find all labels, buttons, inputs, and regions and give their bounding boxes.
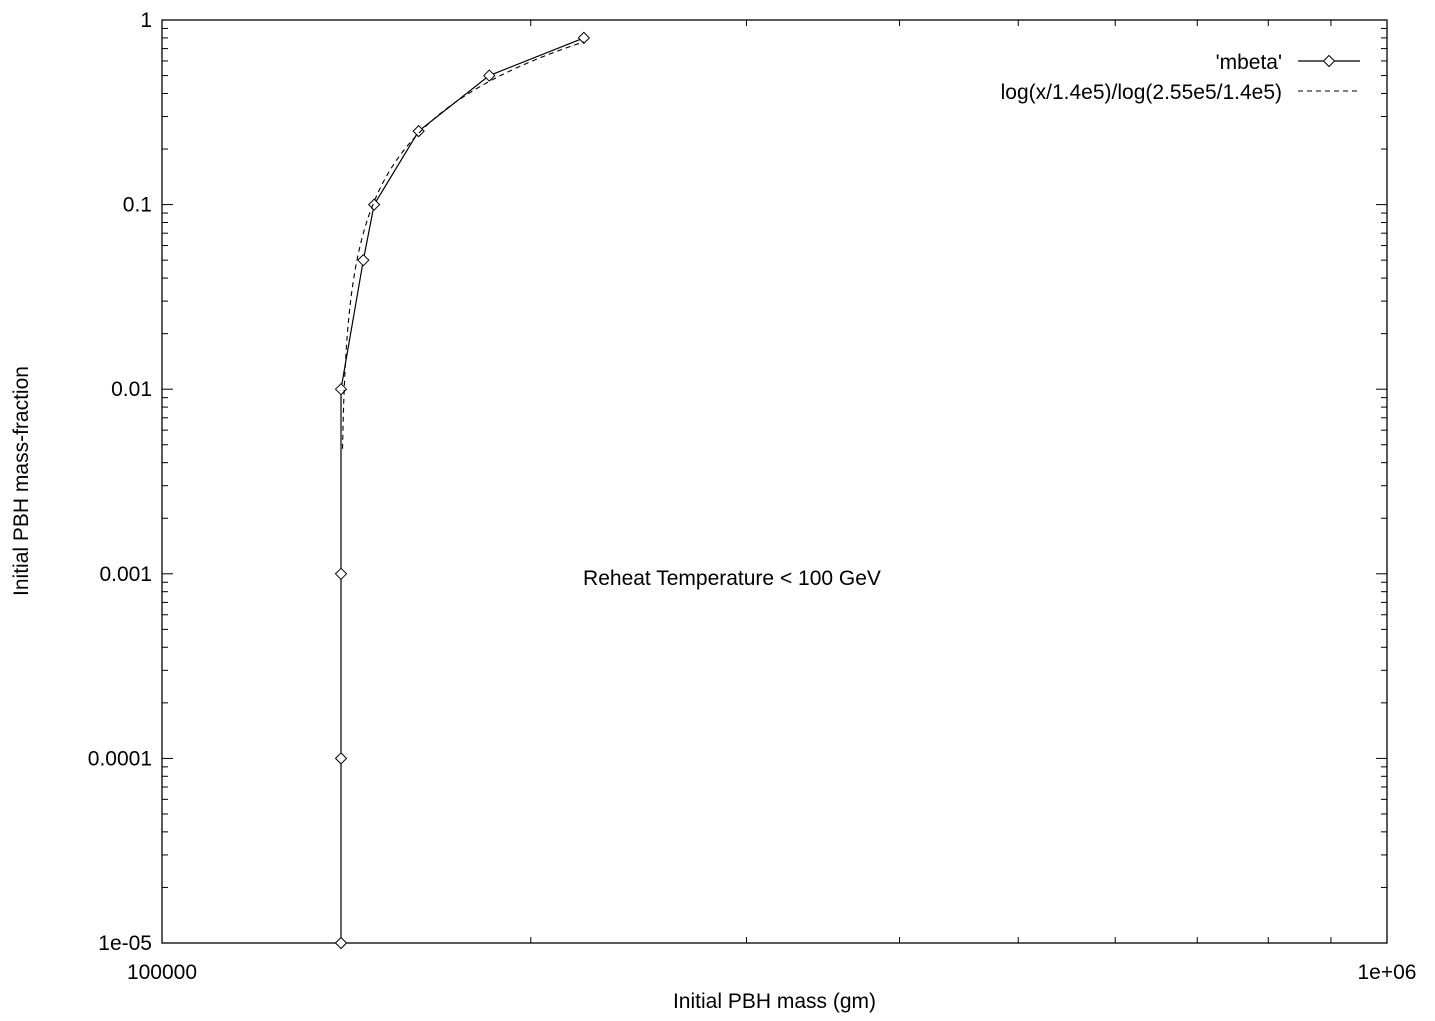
y-tick-label: 0.001 [99, 563, 152, 586]
y-tick-label: 1e-05 [98, 932, 152, 955]
series-mbeta-point [367, 198, 381, 211]
series-mbeta-point [334, 567, 348, 581]
chart-annotation: Reheat Temperature < 100 GeV [583, 567, 881, 590]
series-mbeta-point [483, 69, 496, 82]
legend-label-fit: log(x/1.4e5)/log(2.55e5/1.4e5) [1001, 81, 1282, 104]
series-fit-curve [341, 41, 585, 449]
y-axis-label: Initial PBH mass-fraction [10, 366, 33, 596]
y-tick-label: 0.1 [123, 194, 152, 217]
y-tick-label: 0.01 [111, 378, 152, 401]
series-layer [334, 31, 591, 950]
legend-marker-mbeta [1322, 54, 1336, 68]
series-mbeta-point [334, 752, 348, 765]
legend-label-mbeta: 'mbeta' [1216, 51, 1282, 74]
x-tick-label: 1e+06 [1358, 961, 1417, 984]
y-tick-label: 1 [140, 9, 152, 32]
x-tick-label: 100000 [127, 961, 197, 984]
tick-labels: 1e-05 0.0001 0.001 0.01 0.1 1 100000 1e+06 [88, 9, 1417, 984]
plot-frame [161, 19, 1388, 944]
series-mbeta-point [334, 936, 348, 950]
y-tick-label: 0.0001 [88, 747, 152, 770]
series-mbeta-point [577, 31, 591, 45]
legend: 'mbeta' log(x/1.4e5)/log(2.55e5/1.4e5) [1001, 51, 1360, 104]
x-axis-label: Initial PBH mass (gm) [673, 990, 876, 1013]
series-mbeta-point [357, 253, 370, 267]
series-mbeta-line [340, 37, 585, 943]
series-mbeta-point [412, 124, 425, 138]
axis-ticks [161, 19, 1388, 944]
